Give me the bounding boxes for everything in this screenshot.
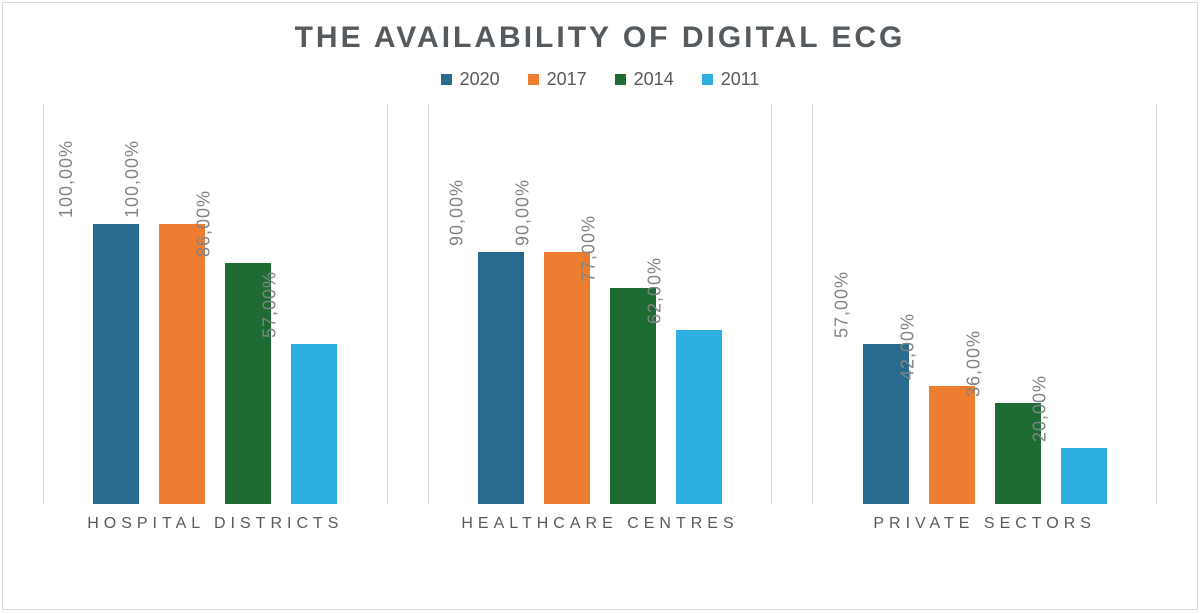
legend-swatch-icon: [615, 74, 626, 85]
bar: [676, 330, 722, 504]
legend-label: 2014: [634, 69, 674, 90]
bar-groups: 100,00%100,00%86,00%57,00%90,00%90,00%77…: [33, 104, 1167, 504]
legend-item-2014: 2014: [615, 69, 674, 90]
legend-item-2020: 2020: [441, 69, 500, 90]
bar: [291, 344, 337, 504]
category-label: HOSPITAL DISTRICTS: [43, 515, 388, 533]
category-labels-row: HOSPITAL DISTRICTS HEALTHCARE CENTRES PRIV…: [33, 504, 1167, 544]
bar-value-label: 77,00%: [578, 215, 599, 282]
legend-item-2017: 2017: [528, 69, 587, 90]
bar-value-label: 90,00%: [512, 179, 533, 246]
chart-legend: 2020 2017 2014 2011: [23, 69, 1177, 90]
bar-value-label: 100,00%: [122, 140, 143, 218]
bar-value-label: 57,00%: [260, 271, 281, 338]
bar-value-label: 36,00%: [963, 330, 984, 397]
bar-value-label: 100,00%: [56, 140, 77, 218]
legend-swatch-icon: [441, 74, 452, 85]
bar-wrap: 20,00%: [1061, 448, 1107, 504]
bar-value-label: 90,00%: [446, 179, 467, 246]
legend-swatch-icon: [702, 74, 713, 85]
bar-wrap: 90,00%: [544, 252, 590, 504]
legend-label: 2020: [460, 69, 500, 90]
bar: [478, 252, 524, 504]
legend-label: 2011: [721, 69, 760, 90]
bar: [1061, 448, 1107, 504]
bar: [544, 252, 590, 504]
legend-swatch-icon: [528, 74, 539, 85]
chart-title: THE AVAILABILITY OF DIGITAL ECG: [23, 21, 1177, 55]
plot-area: 100,00%100,00%86,00%57,00%90,00%90,00%77…: [33, 104, 1167, 544]
bar-group: 90,00%90,00%77,00%62,00%: [428, 104, 773, 504]
bar-wrap: 100,00%: [159, 224, 205, 504]
chart-frame: THE AVAILABILITY OF DIGITAL ECG 2020 201…: [2, 2, 1198, 610]
bar-value-label: 20,00%: [1029, 375, 1050, 442]
bar-wrap: 100,00%: [93, 224, 139, 504]
bar-group: 100,00%100,00%86,00%57,00%: [43, 104, 388, 504]
bar-value-label: 57,00%: [831, 271, 852, 338]
bar-value-label: 62,00%: [644, 257, 665, 324]
bar-wrap: 42,00%: [929, 386, 975, 504]
legend-item-2011: 2011: [702, 69, 760, 90]
bar-wrap: 57,00%: [291, 344, 337, 504]
bar-group: 57,00%42,00%36,00%20,00%: [812, 104, 1157, 504]
legend-label: 2017: [547, 69, 587, 90]
bar: [93, 224, 139, 504]
category-label: HEALTHCARE CENTRES: [428, 515, 773, 533]
category-label: PRIVATE SECTORS: [812, 515, 1157, 533]
bar: [929, 386, 975, 504]
bar: [159, 224, 205, 504]
bar-wrap: 90,00%: [478, 252, 524, 504]
bar-wrap: 62,00%: [676, 330, 722, 504]
bar-value-label: 86,00%: [194, 190, 215, 257]
bar-value-label: 42,00%: [897, 313, 918, 380]
